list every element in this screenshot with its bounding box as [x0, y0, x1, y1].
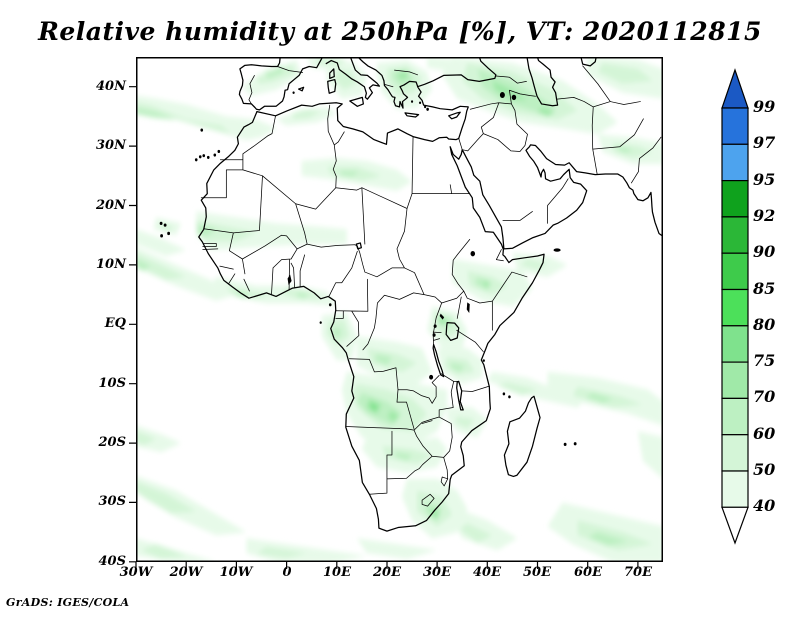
lon-tick-label: 20W [169, 565, 203, 580]
colorbar-segment [721, 143, 749, 182]
lat-tick-label: 30S [98, 494, 126, 509]
colorbar-tick-label: 90 [753, 242, 776, 261]
colorbar-segment [721, 179, 749, 218]
colorbar-segment [721, 434, 749, 472]
lon-tick-label: 70E [624, 565, 652, 580]
map-plot-area [129, 57, 666, 569]
colorbar-segment [721, 288, 749, 327]
map-geo-layer [136, 57, 666, 562]
lat-tick-label: 20N [96, 198, 126, 213]
lat-tick-label: 30N [96, 138, 126, 153]
lat-tick-label: 20S [98, 435, 126, 450]
lon-tick-label: 40E [473, 565, 501, 580]
plot-title: Relative humidity at 250hPa [%], VT: 202… [38, 17, 762, 46]
colorbar-segment [721, 361, 749, 400]
lon-tick-label: 50E [523, 565, 551, 580]
colorbar-tick-label: 40 [753, 496, 776, 515]
lon-tick-label: 60E [574, 565, 602, 580]
lon-tick-label: 10W [219, 565, 253, 580]
colorbar-segment [721, 397, 749, 436]
colorbar-arrow-over [721, 68, 749, 109]
colorbar-segment [721, 216, 749, 254]
lat-tick-label: 10S [98, 376, 126, 391]
lon-tick-label: 0 [282, 565, 292, 580]
colorbar [721, 68, 749, 545]
colorbar-segment [721, 107, 749, 145]
colorbar-tick-label: 50 [753, 460, 776, 479]
lon-tick-label: 30W [119, 565, 153, 580]
colorbar-tick-label: 99 [753, 97, 776, 116]
axis-ticks [129, 86, 639, 569]
colorbar-tick-label: 60 [753, 424, 776, 443]
country-borders [201, 66, 661, 506]
humidity-shading [136, 57, 663, 562]
colorbar-tick-label: 70 [753, 387, 776, 406]
colorbar-segment [721, 470, 749, 508]
lat-tick-label: 40S [98, 554, 126, 569]
lon-tick-label: 20E [373, 565, 401, 580]
colorbar-segment [721, 325, 749, 363]
colorbar-tick-label: 95 [753, 170, 776, 189]
colorbar-segment [721, 252, 749, 291]
grads-credit: GrADS: IGES/COLA [6, 596, 130, 609]
lat-tick-label: EQ [104, 316, 126, 331]
lat-tick-label: 10N [96, 257, 126, 272]
colorbar-arrow-under [721, 506, 749, 545]
lon-tick-label: 30E [423, 565, 451, 580]
lon-tick-label: 10E [323, 565, 351, 580]
colorbar-tick-label: 75 [753, 351, 776, 370]
islands-and-lakes [159, 91, 577, 447]
colorbar-tick-label: 97 [753, 133, 776, 152]
colorbar-tick-label: 80 [753, 315, 776, 334]
coastlines [199, 57, 666, 531]
map-frame [136, 57, 663, 562]
colorbar-tick-label: 85 [753, 279, 776, 298]
lat-tick-label: 40N [96, 79, 126, 94]
colorbar-tick-label: 92 [753, 206, 776, 225]
